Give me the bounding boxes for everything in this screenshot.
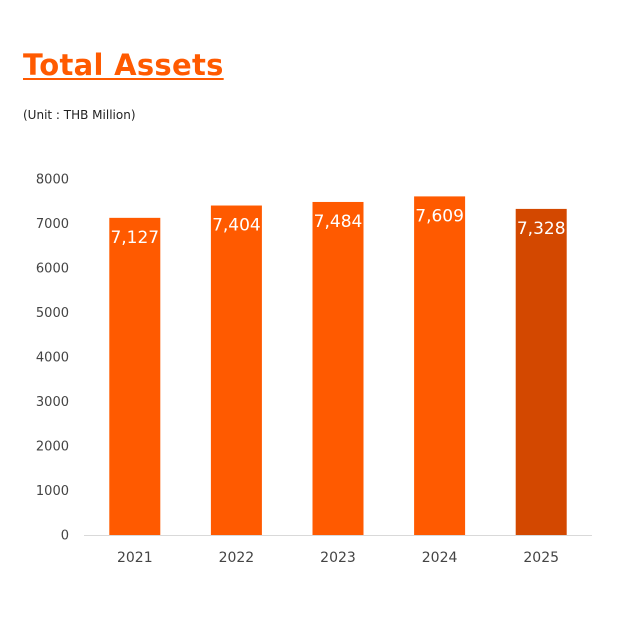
x-tick-label-2024: 2024 (422, 550, 458, 566)
data-label-2024: 7,609 (415, 206, 464, 226)
bar-2024 (414, 196, 466, 535)
bars-group: 7,127 7,404 7,484 7,609 7,328 (109, 196, 567, 536)
y-tick-label: 7000 (36, 217, 69, 232)
y-tick-label: 3000 (36, 395, 69, 410)
data-label-2023: 7,484 (314, 212, 363, 232)
y-tick-label: 5000 (36, 306, 69, 321)
y-tick-label: 6000 (36, 262, 69, 277)
x-tick-label-2022: 2022 (219, 550, 255, 566)
x-axis: 2021 2022 2023 2024 2025 (117, 550, 559, 566)
y-tick-label: 0 (61, 529, 69, 544)
data-label-2021: 7,127 (110, 228, 159, 248)
y-tick-label: 8000 (36, 173, 69, 188)
data-label-2025: 7,328 (517, 219, 566, 239)
bar-2023 (312, 201, 364, 535)
y-tick-label: 4000 (36, 351, 69, 366)
bar-2021 (109, 217, 161, 535)
x-tick-label-2025: 2025 (523, 550, 559, 566)
x-tick-label-2023: 2023 (320, 550, 356, 566)
chart-subtitle: (Unit : THB Million) (23, 108, 136, 122)
chart-title: Total Assets (23, 48, 224, 82)
bar-2025 (515, 208, 567, 536)
data-label-2022: 7,404 (212, 216, 261, 236)
x-tick-label-2021: 2021 (117, 550, 153, 566)
bar-2022 (210, 205, 262, 535)
y-axis: 0 1000 2000 3000 4000 5000 6000 7000 8000 (36, 173, 69, 544)
y-tick-label: 2000 (36, 440, 69, 455)
y-tick-label: 1000 (36, 484, 69, 499)
